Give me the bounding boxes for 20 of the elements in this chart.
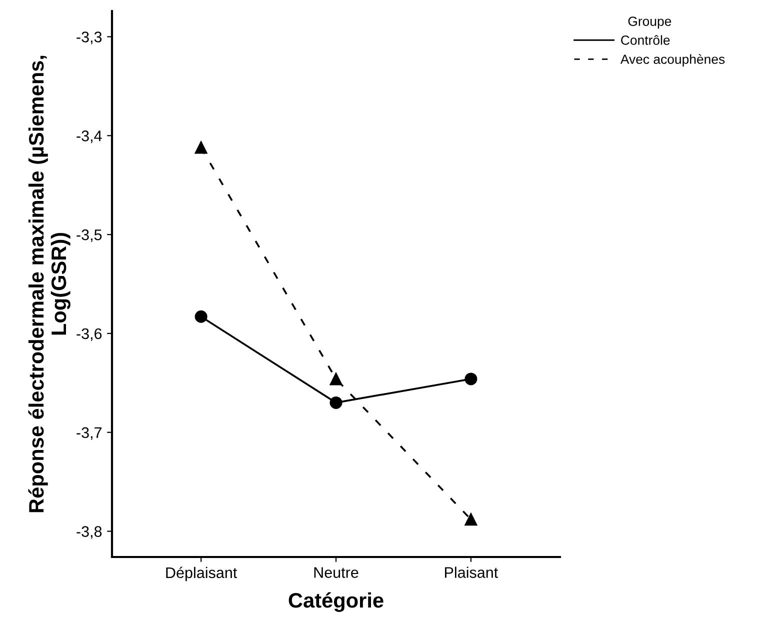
legend-label: Avec acouphènes: [620, 54, 725, 67]
point: [464, 513, 478, 526]
legend-label: Contrôle: [621, 35, 670, 45]
x-tick-label: Plaisant: [445, 566, 498, 578]
y-tick-label: -3,7: [76, 427, 102, 440]
x-tick-label: Déplaisant: [166, 566, 238, 582]
legend-title: Groupe: [628, 16, 672, 29]
x-axis-title: Catégorie: [288, 592, 384, 612]
x-tick-label: Neutre: [314, 567, 358, 578]
y-tick-label: -3,8: [76, 526, 102, 539]
point: [194, 141, 208, 154]
y-tick-label: -3,3: [76, 32, 102, 44]
y-axis-title: Réponse électrodermale maximale (µSiemens, Log(GSR)): [28, 56, 70, 512]
y-tick-label: -3,4: [76, 130, 102, 144]
y-tick-label: -3,6: [76, 328, 102, 341]
point: [194, 310, 208, 323]
point: [330, 372, 342, 386]
point: [330, 396, 342, 409]
y-tick-label: -3,5: [76, 229, 102, 242]
point: [464, 372, 478, 386]
